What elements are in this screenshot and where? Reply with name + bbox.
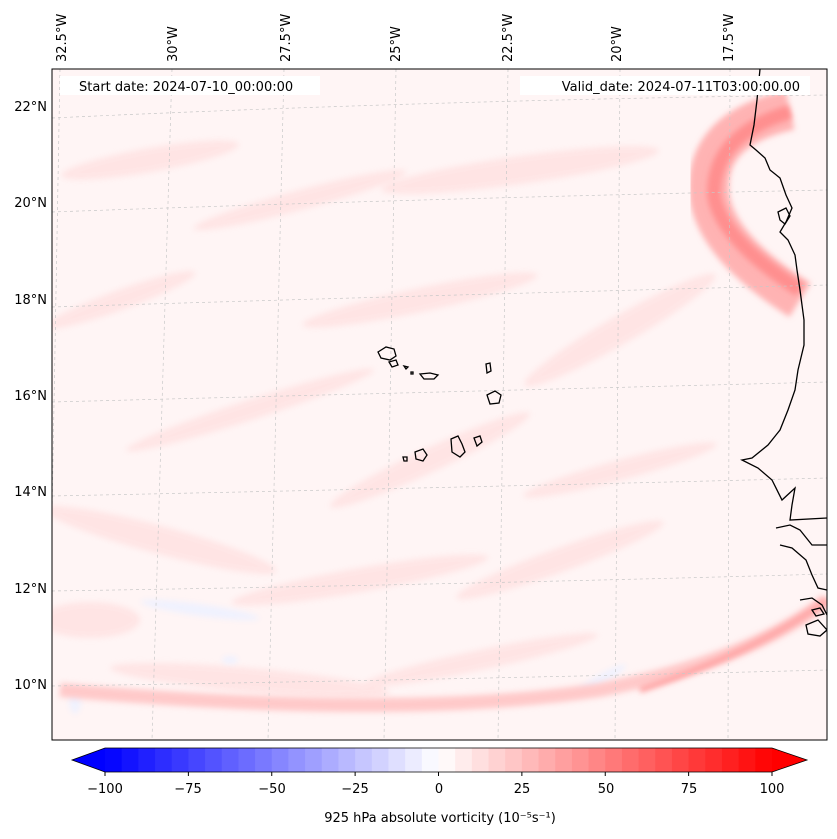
colorbar-segment: [455, 748, 473, 772]
boa-vista-island: [486, 390, 502, 405]
santiago-island: [450, 435, 466, 458]
lon-label-25w: 25°W: [389, 26, 404, 62]
maio-island: [473, 435, 483, 448]
colorbar-segment: [221, 748, 239, 772]
colorbar-tick-label: −25: [341, 782, 368, 797]
lat-label-18n: 18°N: [14, 293, 47, 308]
colorbar-segment: [288, 748, 306, 772]
colorbar-segment: [655, 748, 673, 772]
lon-label-22-5w: 22.5°W: [501, 14, 516, 62]
map-plot-area: [52, 69, 827, 740]
sao-vicente-island: [388, 359, 399, 368]
colorbar-segment: [705, 748, 723, 772]
colorbar-segment: [571, 748, 590, 772]
colorbar-tick-label: 50: [598, 782, 615, 797]
colorbar-low-extension: [72, 748, 105, 772]
lat-label-10n: 10°N: [14, 678, 47, 693]
colorbar-segment: [355, 748, 373, 772]
sao-nicolau-island: [418, 372, 440, 380]
colorbar-segment: [121, 748, 139, 772]
colorbar: [70, 747, 809, 776]
african-coastline: [740, 69, 827, 637]
ne-vorticity-band-inner: [706, 105, 804, 296]
colorbar-segment: [638, 748, 656, 772]
colorbar-segment: [205, 748, 223, 772]
map-frame: [51, 68, 828, 741]
colorbar-segment: [371, 748, 389, 772]
colorbar-segment: [471, 748, 490, 772]
lon-label-20w: 20°W: [610, 26, 625, 62]
brava-island: [402, 456, 408, 462]
colorbar-tick-label: 25: [514, 782, 531, 797]
colorbar-segment: [605, 748, 623, 772]
colorbar-segment: [338, 748, 356, 772]
sal-island: [485, 362, 492, 374]
colorbar-segment: [188, 748, 206, 772]
gridlines: [52, 69, 827, 740]
colorbar-tick-label: −50: [258, 782, 285, 797]
colorbar-segment: [488, 748, 506, 772]
colorbar-segment: [738, 748, 756, 772]
colorbar-segment: [255, 748, 273, 772]
colorbar-segment: [321, 748, 339, 772]
lon-label-30w: 30°W: [166, 26, 181, 62]
colorbar-segment: [671, 748, 690, 772]
lat-label-16n: 16°N: [14, 389, 47, 404]
colorbar-tick-labels: −100 −75 −50 −25 0 25 50 75 100: [87, 782, 784, 797]
colorbar-tick-label: 0: [435, 782, 443, 797]
lat-label-12n: 12°N: [14, 582, 47, 597]
cape-verde-islands: [377, 346, 502, 462]
valid-date-box: [520, 76, 810, 95]
vorticity-streaks: [52, 140, 717, 698]
colorbar-segment: [521, 748, 540, 772]
colorbar-segment: [405, 748, 423, 772]
colorbar-tick-label: 100: [760, 782, 785, 797]
colorbar-segment: [138, 748, 156, 772]
latitude-labels: 22°N 20°N 18°N 16°N 14°N 12°N 10°N: [14, 100, 47, 693]
colorbar-segment: [505, 748, 523, 772]
colorbar-segment: [388, 748, 406, 772]
colorbar-tick-label: −100: [87, 782, 123, 797]
colorbar-segment: [438, 748, 456, 772]
colorbar-segment: [238, 748, 256, 772]
colorbar-segment: [271, 748, 289, 772]
lat-label-14n: 14°N: [14, 485, 47, 500]
colorbar-segment: [305, 748, 323, 772]
colorbar-segment: [721, 748, 740, 772]
colorbar-segment: [538, 748, 556, 772]
colorbar-segment: [688, 748, 706, 772]
santa-luzia-island: [402, 364, 410, 371]
lon-label-27-5w: 27.5°W: [279, 14, 294, 62]
valid-date-label: Valid_date: 2024-07-11T03:00:00.00: [562, 80, 800, 95]
colorbar-segment: [588, 748, 606, 772]
start-date-label: Start date: 2024-07-10_00:00:00: [79, 80, 293, 95]
colorbar-segment: [421, 748, 439, 772]
lon-label-32-5w: 32.5°W: [55, 14, 70, 62]
colorbar-segment: [155, 748, 173, 772]
colorbar-tick-label: −75: [174, 782, 201, 797]
lat-label-20n: 20°N: [14, 196, 47, 211]
colorbar-segment: [555, 748, 573, 772]
colorbar-segment: [105, 748, 123, 772]
lon-label-17-5w: 17.5°W: [722, 14, 737, 62]
lat-label-22n: 22°N: [14, 100, 47, 115]
start-date-box: [60, 76, 320, 95]
colorbar-tick-label: 75: [681, 782, 698, 797]
fogo-island: [414, 448, 428, 462]
colorbar-high-extension: [772, 748, 807, 772]
colorbar-segment: [755, 748, 773, 772]
longitude-labels: 32.5°W 30°W 27.5°W 25°W 22.5°W 20°W 17.5…: [55, 14, 737, 62]
santo-antao-island: [377, 346, 397, 361]
colorbar-segment: [171, 748, 189, 772]
colorbar-segment: [621, 748, 640, 772]
colorbar-title: 925 hPa absolute vorticity (10⁻⁵s⁻¹): [324, 811, 556, 826]
